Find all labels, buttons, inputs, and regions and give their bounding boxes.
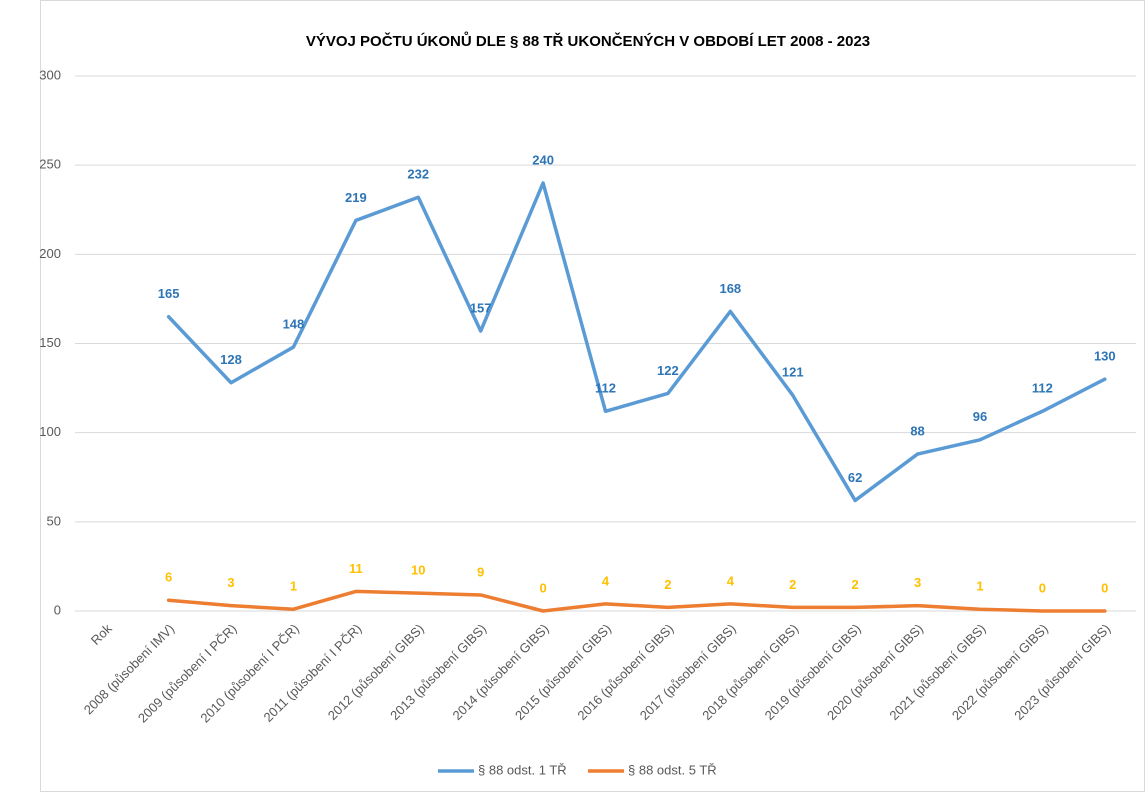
data-label: 4 xyxy=(602,573,610,588)
data-label: 9 xyxy=(477,564,484,579)
data-label: 168 xyxy=(719,281,741,296)
data-label: 121 xyxy=(782,365,804,380)
y-tick-label: 300 xyxy=(39,67,61,82)
data-label: 122 xyxy=(657,363,679,378)
y-tick-label: 150 xyxy=(39,335,61,350)
data-label: 6 xyxy=(165,570,172,585)
data-label: 1 xyxy=(976,579,983,594)
data-label: 3 xyxy=(914,575,921,590)
y-tick-label: 50 xyxy=(47,513,61,528)
data-label: 62 xyxy=(848,470,862,485)
data-label: 165 xyxy=(158,286,180,301)
data-label: 157 xyxy=(470,300,492,315)
data-label: 1 xyxy=(290,579,297,594)
y-tick-label: 100 xyxy=(39,424,61,439)
data-label: 112 xyxy=(595,381,616,396)
data-label: 148 xyxy=(283,317,305,332)
data-label: 96 xyxy=(973,409,987,424)
data-label: 240 xyxy=(532,152,554,167)
data-label: 10 xyxy=(411,563,425,578)
data-label: 0 xyxy=(539,580,546,595)
legend-label: § 88 odst. 5 TŘ xyxy=(628,762,717,777)
data-label: 112 xyxy=(1032,381,1053,396)
data-label: 130 xyxy=(1094,349,1116,364)
data-label: 0 xyxy=(1101,580,1108,595)
data-label: 4 xyxy=(727,573,735,588)
chart-border xyxy=(40,0,1145,792)
data-label: 88 xyxy=(910,424,924,439)
data-label: 2 xyxy=(664,577,671,592)
data-label: 0 xyxy=(1039,580,1046,595)
series-line xyxy=(166,181,1107,503)
y-tick-label: 200 xyxy=(39,246,61,261)
data-label: 2 xyxy=(852,577,859,592)
series-line xyxy=(166,589,1107,613)
legend-label: § 88 odst. 1 TŘ xyxy=(478,762,567,777)
data-label: 128 xyxy=(220,352,242,367)
y-tick-label: 250 xyxy=(39,157,61,172)
data-label: 219 xyxy=(345,190,367,205)
y-tick-label: 0 xyxy=(54,602,61,617)
data-label: 11 xyxy=(349,561,363,576)
data-label: 2 xyxy=(789,577,796,592)
data-label: 232 xyxy=(407,167,429,182)
chart-title: VÝVOJ POČTU ÚKONŮ DLE § 88 TŘ UKONČENÝCH… xyxy=(306,31,870,50)
data-label: 3 xyxy=(227,575,234,590)
